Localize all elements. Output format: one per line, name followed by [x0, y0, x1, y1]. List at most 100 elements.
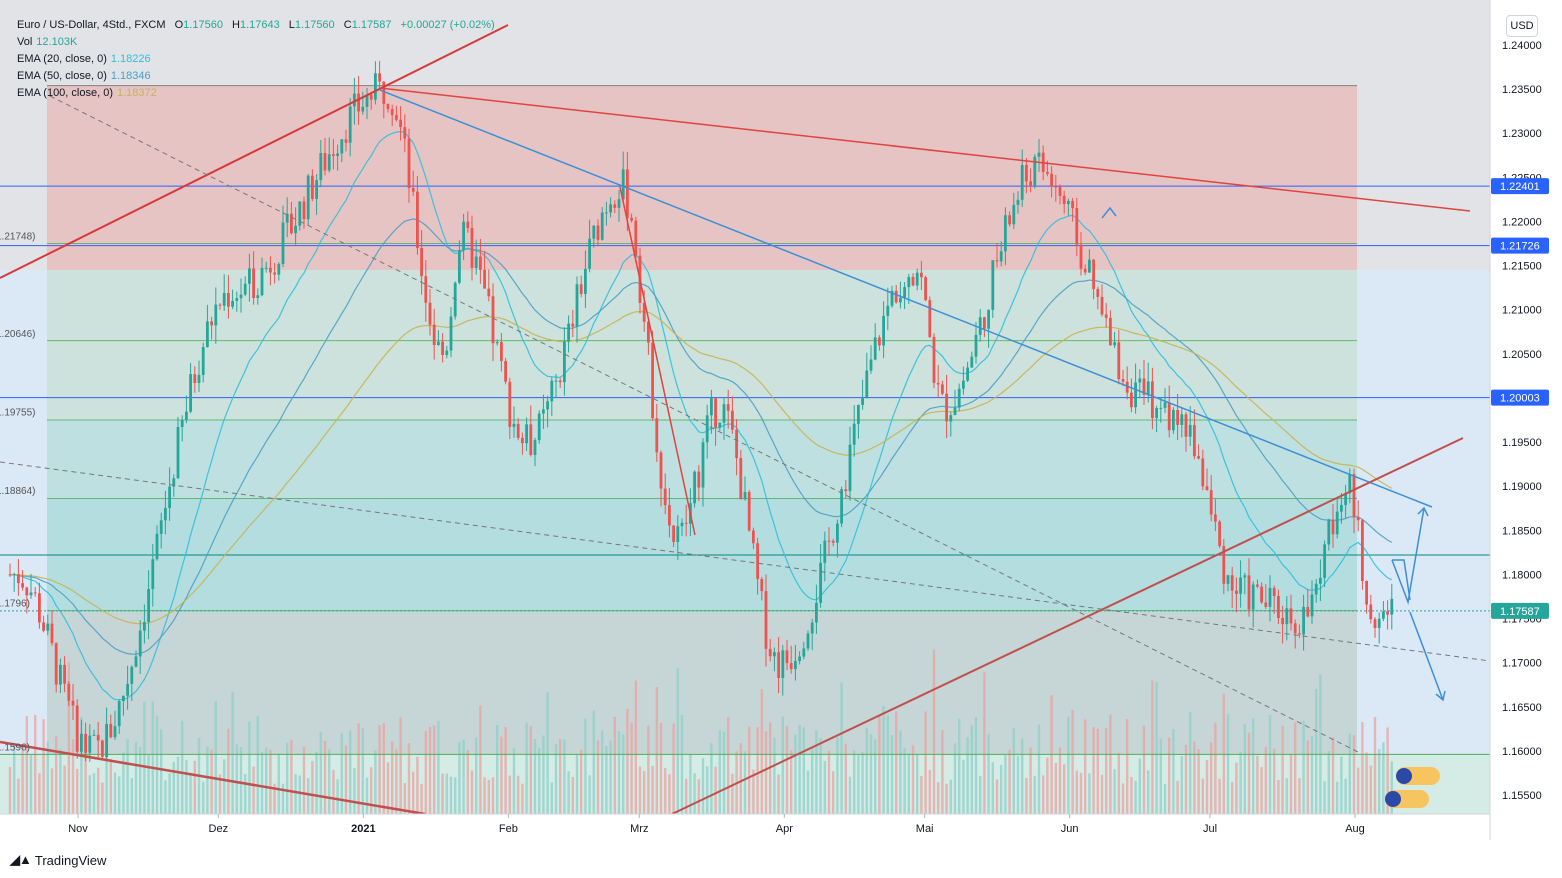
candle-body — [428, 302, 432, 325]
volume-bar — [214, 701, 217, 814]
candle-body — [105, 723, 108, 757]
candle-body — [1176, 409, 1179, 425]
legend-ema50-row[interactable]: EMA (50, close, 0) 1.18346 — [17, 68, 495, 85]
candle-body — [113, 726, 117, 738]
candle-body — [1331, 519, 1335, 535]
volume-bar — [1277, 779, 1280, 814]
volume-bar — [134, 741, 138, 814]
candle-body — [1260, 586, 1263, 603]
candle-body — [432, 324, 436, 345]
volume-bar — [290, 739, 293, 814]
high-label: H — [232, 19, 240, 31]
candle-body — [949, 415, 953, 422]
tradingview-brand[interactable]: ◢▲ TradingView — [10, 852, 106, 868]
candle-body — [222, 293, 226, 306]
volume-bar — [974, 716, 978, 814]
candle-body — [1251, 584, 1255, 610]
candle-body — [50, 623, 54, 644]
volume-bar — [403, 782, 406, 814]
volume-bar — [193, 760, 196, 814]
volume-bar — [311, 761, 314, 814]
candle-body — [235, 298, 239, 301]
candle-body — [928, 300, 932, 337]
volume-bar — [819, 738, 822, 814]
candle-body — [647, 321, 650, 343]
candle-body — [1239, 577, 1242, 594]
candle-body — [1172, 409, 1175, 431]
candle-body — [760, 579, 764, 592]
currency-button[interactable]: USD — [1506, 15, 1538, 37]
volume-bar — [122, 752, 125, 814]
candle-body — [1088, 259, 1091, 273]
volume-bar — [420, 783, 423, 814]
volume-bar — [1025, 778, 1028, 814]
candle-body — [1037, 152, 1041, 157]
candle-body — [525, 424, 528, 444]
candle-body — [1214, 514, 1217, 522]
trend-lines[interactable] — [0, 24, 1490, 814]
volume-bar — [391, 741, 394, 814]
volume-bar — [487, 779, 490, 814]
candle-body — [588, 238, 591, 269]
candle-body — [1386, 611, 1389, 615]
candle-body — [550, 380, 554, 402]
candle-body — [1302, 606, 1305, 635]
candle-body — [768, 648, 772, 657]
candle-body — [277, 263, 281, 275]
time-axis[interactable]: Nov Dez 2021 Feb Mrz Apr Mai Jun Jul Aug — [68, 814, 1365, 835]
candle-body — [848, 444, 852, 492]
candle-body — [1083, 268, 1087, 273]
volume-bar — [29, 754, 33, 814]
volume-bar — [869, 733, 873, 814]
candle-body — [852, 423, 856, 445]
volume-bar — [63, 765, 66, 814]
candle-body — [642, 302, 646, 322]
volume-bar — [365, 777, 369, 814]
candle-body — [739, 458, 743, 500]
volume-bar — [155, 715, 159, 814]
candle-body — [1264, 602, 1268, 607]
volume-bar — [1088, 773, 1091, 814]
candle-body — [1382, 611, 1385, 619]
price-tick-label: 1.19500 — [1502, 437, 1542, 449]
candle-body — [710, 398, 713, 416]
volume-bar — [617, 731, 621, 814]
volume-bar — [1247, 732, 1251, 814]
candle-body — [1067, 200, 1070, 205]
candle-body — [159, 520, 163, 534]
volume-bar — [790, 750, 793, 814]
candle-body — [1327, 519, 1331, 545]
volume-bar — [1067, 716, 1070, 814]
volume-bar — [1172, 728, 1175, 814]
volume-bar — [1109, 714, 1112, 814]
candle-body — [764, 591, 768, 649]
volume-bar — [46, 741, 49, 814]
candle-body — [806, 633, 810, 649]
price-axis[interactable]: 1.240001.235001.230001.225001.220001.215… — [1491, 0, 1562, 840]
candle-body — [621, 169, 625, 200]
candle-body — [1050, 173, 1053, 187]
price-tick-label: 1.15500 — [1502, 790, 1542, 802]
volume-bar — [42, 719, 45, 814]
candle-body — [17, 574, 20, 584]
volume-bar — [643, 770, 646, 814]
volume-bar — [559, 739, 562, 814]
legend-ema100-row[interactable]: EMA (100, close, 0) 1.18372 — [17, 85, 495, 102]
volume-bar — [1373, 717, 1377, 814]
price-tick-label: 1.18500 — [1502, 525, 1542, 537]
candle-body — [130, 666, 134, 684]
event-icons[interactable] — [1385, 767, 1440, 808]
volume-bar — [1378, 749, 1381, 814]
candle-body — [705, 415, 709, 443]
volume-bar — [777, 774, 780, 814]
dashed-channel-lower — [0, 461, 1490, 662]
candle-body — [1365, 581, 1368, 605]
candle-body — [214, 304, 218, 326]
volume-bar — [903, 748, 906, 814]
candle-body — [470, 228, 474, 268]
legend-ema20-row[interactable]: EMA (20, close, 0) 1.18226 — [17, 51, 495, 68]
volume-bar — [1226, 714, 1230, 814]
legend-volume-row[interactable]: Vol 12.103K — [17, 34, 495, 51]
candle-body — [168, 486, 171, 508]
